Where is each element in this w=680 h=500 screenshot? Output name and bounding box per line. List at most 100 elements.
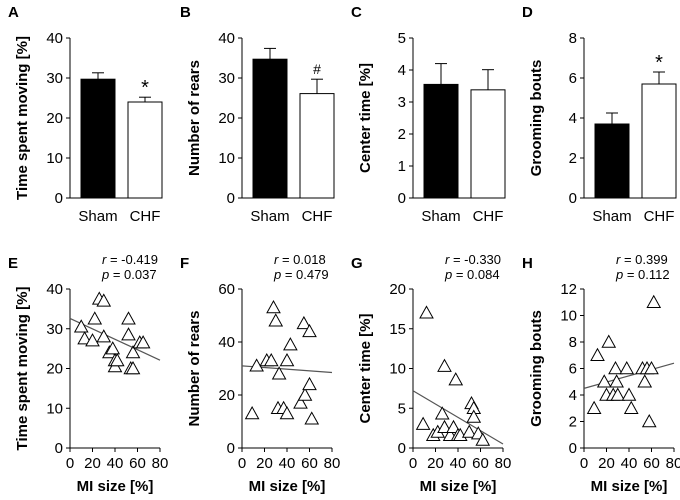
data-point (586, 400, 602, 414)
y-tick-label: 10 (218, 150, 235, 167)
x-tick-label: 80 (666, 455, 680, 472)
data-point (135, 335, 151, 349)
data-point (283, 337, 298, 351)
r-symbol: r (445, 252, 450, 267)
x-category-label: Sham (250, 208, 289, 225)
y-tick-label: 40 (218, 334, 235, 351)
y-tick-label: 40 (218, 30, 235, 47)
data-point (125, 345, 141, 359)
r-value: = 0.018 (278, 252, 325, 267)
y-tick-label: 60 (218, 281, 235, 298)
y-axis-label: Number of rears (186, 311, 203, 427)
data-point (623, 400, 639, 414)
data-point (96, 329, 112, 343)
y-tick-label: 0 (227, 440, 235, 457)
r-value: = -0.419 (106, 252, 158, 267)
p-statistic: p = 0.084 (444, 267, 500, 282)
panel-c: C 0 1 2 3 4 5 Center time [%] Sham CHF (351, 4, 506, 225)
y-tick-label: 3 (398, 94, 406, 111)
y-tick-label: 0 (55, 440, 63, 457)
y-tick-label: 20 (389, 281, 406, 298)
y-tick-label: 0 (398, 440, 406, 457)
x-tick-label: 20 (256, 455, 273, 472)
p-value: = 0.084 (452, 267, 499, 282)
data-point (466, 409, 482, 423)
panel-letter: A (8, 4, 19, 21)
x-tick-label: 80 (495, 455, 512, 472)
x-tick-label: 60 (301, 455, 318, 472)
data-point (244, 406, 260, 420)
data-point (121, 311, 136, 325)
y-tick-label: 0 (227, 190, 235, 207)
p-statistic: p = 0.037 (101, 267, 157, 282)
x-category-label: CHF (302, 208, 333, 225)
x-tick-label: 0 (580, 455, 588, 472)
panel-d: D 0 2 4 6 8 Grooming bouts Sham CHF * (522, 4, 677, 225)
x-tick-label: 20 (84, 455, 101, 472)
data-point (109, 353, 125, 367)
y-axis-label: Center time [%] (357, 313, 374, 423)
data-point (85, 333, 100, 347)
y-tick-label: 5 (398, 400, 406, 417)
p-symbol: p (101, 267, 109, 282)
data-point (644, 360, 659, 375)
y-tick-label: 30 (46, 321, 63, 338)
y-tick-label: 5 (398, 30, 406, 47)
data-point (434, 406, 450, 420)
data-point (279, 406, 295, 420)
p-value: = 0.037 (109, 267, 156, 282)
x-axis-label: MI size [%] (249, 478, 326, 495)
significance-hash: # (313, 61, 321, 77)
regression-line (412, 390, 504, 445)
x-tick-label: 0 (238, 455, 246, 472)
y-tick-label: 12 (560, 281, 577, 298)
data-point (302, 376, 317, 391)
p-value: = 0.112 (623, 267, 669, 282)
panel-g: G 0 5 10 15 20 Center time [%] 0 20 40 60 80 MI size… (351, 252, 511, 495)
data-point (266, 300, 281, 314)
y-tick-label: 0 (398, 190, 406, 207)
x-category-label: CHF (130, 208, 161, 225)
y-tick-label: 2 (569, 150, 577, 167)
panel-letter: C (351, 4, 362, 21)
data-point (293, 395, 308, 409)
data-point (87, 311, 103, 325)
bar-chf (470, 89, 506, 199)
y-tick-label: 0 (569, 190, 577, 207)
data-point (263, 353, 279, 367)
panel-letter: G (351, 255, 363, 272)
data-point (125, 360, 141, 375)
y-tick-label: 10 (389, 361, 406, 378)
x-axis-label: MI size [%] (420, 478, 497, 495)
data-point (96, 293, 112, 307)
p-value: = 0.479 (281, 267, 328, 282)
x-category-label: Sham (421, 208, 460, 225)
y-tick-label: 2 (398, 126, 406, 143)
data-point (475, 432, 491, 446)
data-point (646, 294, 662, 308)
data-point (268, 313, 284, 327)
y-tick-label: 2 (569, 414, 577, 431)
significance-star: * (655, 52, 663, 74)
y-tick-label: 30 (46, 70, 63, 87)
panel-letter: F (180, 255, 189, 272)
data-point (590, 347, 605, 361)
data-point (271, 366, 287, 380)
y-tick-label: 30 (218, 70, 235, 87)
y-tick-label: 8 (569, 334, 577, 351)
y-axis-label: Grooming bouts (528, 60, 545, 177)
y-tick-label: 0 (55, 190, 63, 207)
data-point (296, 315, 312, 330)
x-tick-label: 40 (621, 455, 638, 472)
x-tick-label: 80 (152, 455, 169, 472)
y-axis-label: Number of rears (186, 60, 203, 176)
bar-sham (423, 83, 459, 199)
y-tick-label: 4 (569, 387, 577, 404)
bar-sham (594, 123, 630, 199)
y-tick-label: 20 (46, 361, 63, 378)
y-axis-label: Time spent moving [%] (14, 287, 31, 451)
x-category-label: Sham (592, 208, 631, 225)
data-point (461, 424, 477, 438)
r-symbol: r (274, 252, 279, 267)
